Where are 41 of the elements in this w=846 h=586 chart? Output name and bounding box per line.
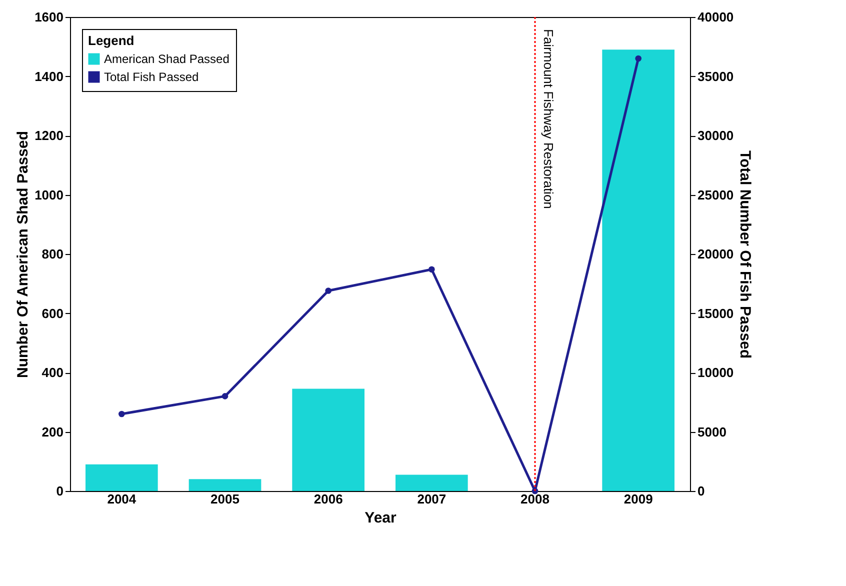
x-axis-title: Year bbox=[364, 510, 397, 526]
y-tick-label: 1400 bbox=[34, 68, 64, 84]
y-tick-label: 0 bbox=[56, 484, 64, 498]
x-tick-label: 2007 bbox=[417, 492, 446, 506]
y2-tick-label: 25000 bbox=[698, 187, 734, 202]
y2-axis-title: Total Number Of Fish Passed bbox=[736, 150, 754, 359]
bar bbox=[86, 464, 158, 491]
y2-tick-label: 0 bbox=[698, 484, 705, 498]
y-tick-label: 1000 bbox=[34, 187, 64, 202]
y2-tick-label: 35000 bbox=[698, 68, 734, 84]
x-tick-label: 2008 bbox=[520, 492, 550, 506]
x-tick-label: 2009 bbox=[624, 492, 653, 506]
y-tick-label: 600 bbox=[42, 306, 64, 321]
y2-tick-label: 5000 bbox=[698, 424, 726, 440]
x-tick-label: 2004 bbox=[107, 492, 137, 506]
y-tick-label: 800 bbox=[42, 246, 64, 262]
bar bbox=[292, 388, 364, 491]
ref-line-label: Fairmount Fishway Restoration bbox=[541, 29, 556, 209]
bar bbox=[396, 474, 468, 491]
y2-tick-label: 15000 bbox=[698, 306, 734, 321]
y2-tick-label: 30000 bbox=[698, 128, 734, 143]
y2-tick-label: 20000 bbox=[698, 246, 734, 262]
y-tick-label: 400 bbox=[42, 365, 64, 380]
x-tick-label: 2006 bbox=[314, 492, 343, 506]
legend-label: Total Fish Passed bbox=[104, 70, 199, 84]
point bbox=[325, 288, 332, 294]
y2-tick-label: 40000 bbox=[698, 10, 734, 24]
bar bbox=[602, 50, 674, 491]
y-tick-label: 1600 bbox=[34, 10, 64, 24]
y-tick-label: 200 bbox=[42, 424, 64, 440]
y-axis-title: Number Of American Shad Passed bbox=[14, 130, 32, 378]
point bbox=[635, 55, 642, 62]
y2-tick-label: 10000 bbox=[698, 365, 734, 380]
point bbox=[118, 410, 125, 418]
y-tick-label: 1200 bbox=[34, 128, 64, 143]
legend-title: Legend bbox=[88, 33, 134, 48]
bar bbox=[188, 479, 262, 491]
legend-label: American Shad Passed bbox=[104, 52, 230, 66]
point bbox=[222, 393, 228, 400]
x-tick-label: 2005 bbox=[210, 492, 240, 506]
point bbox=[428, 266, 435, 273]
